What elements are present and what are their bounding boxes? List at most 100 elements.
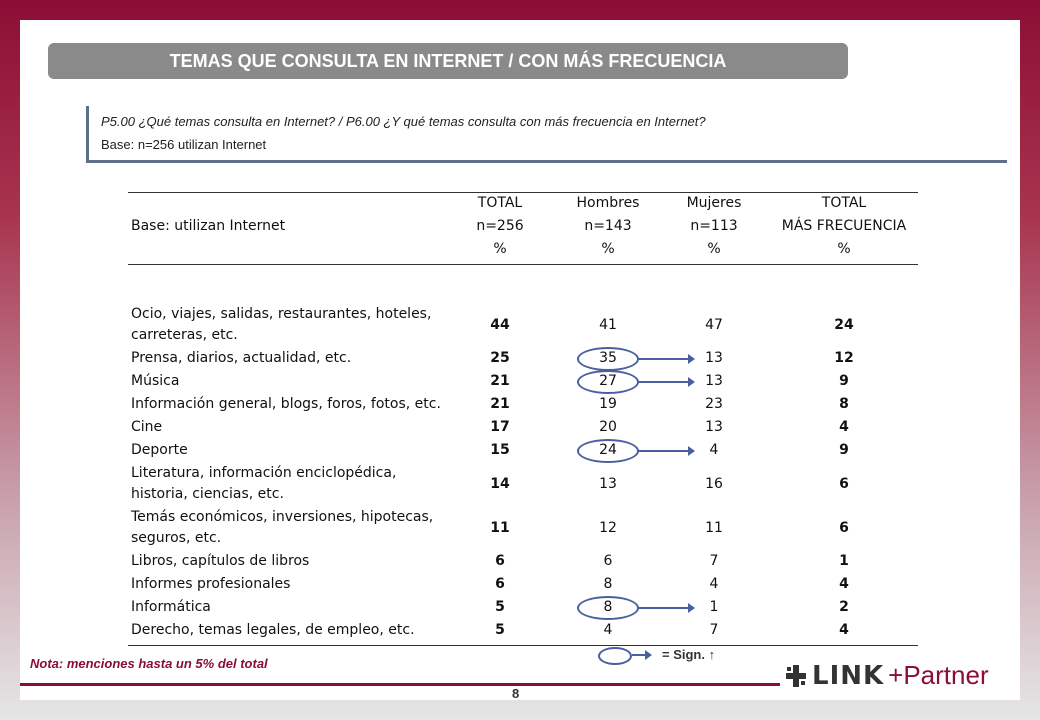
row-label-line: carreteras, etc. xyxy=(131,327,238,343)
column-header: TOTAL n=256% xyxy=(450,192,550,261)
row-label-line: Información general, blogs, foros, fotos… xyxy=(131,396,441,412)
row-label-line: Informes profesionales xyxy=(131,576,291,592)
table-cell-hombres: 20 xyxy=(599,419,617,435)
table-cell-frecuencia: 6 xyxy=(839,475,849,492)
table-cell-total: 44 xyxy=(490,316,510,333)
legend-arrow-icon xyxy=(632,650,652,660)
row-label: Prensa, diarios, actualidad, etc. xyxy=(131,348,351,369)
question-box: P5.00 ¿Qué temas consulta en Internet? /… xyxy=(86,106,1007,163)
column-header-line: Hombres xyxy=(576,195,640,211)
table-cell-mujeres: 13 xyxy=(705,419,723,435)
table-cell-total: 15 xyxy=(490,442,510,458)
row-label-line: Derecho, temas legales, de empleo, etc. xyxy=(131,622,415,638)
legend-oval-icon xyxy=(598,647,632,665)
table-cell-frecuencia: 4 xyxy=(839,622,849,638)
table-cell-total: 17 xyxy=(490,419,510,435)
base-text: Base: n=256 utilizan Internet xyxy=(101,137,267,152)
row-label: Información general, blogs, foros, fotos… xyxy=(131,394,441,415)
row-label-line: Música xyxy=(131,373,180,389)
significance-oval-icon xyxy=(577,596,639,620)
table-cell-total: 5 xyxy=(495,599,505,615)
row-label-line: historia, ciencias, etc. xyxy=(131,486,284,502)
table-cell-frecuencia: 9 xyxy=(839,373,849,389)
column-header-line: % xyxy=(837,241,851,257)
table-cell-hombres: 41 xyxy=(599,316,617,333)
table-cell-hombres: 4 xyxy=(603,622,613,638)
row-label: Literatura, información enciclopédica, hi… xyxy=(131,463,396,505)
row-label-line: Deporte xyxy=(131,442,188,458)
column-header-line: Mujeres xyxy=(686,195,742,211)
column-header-line: n=256 xyxy=(476,218,524,234)
table-cell-frecuencia: 6 xyxy=(839,519,849,536)
table-cell-frecuencia: 1 xyxy=(839,553,849,569)
table-cell-mujeres: 47 xyxy=(705,316,723,333)
table-cell-hombres: 13 xyxy=(599,475,617,492)
significance-oval-icon xyxy=(577,439,639,463)
slide: TEMAS QUE CONSULTA EN INTERNET / CON MÁS… xyxy=(20,20,1020,701)
row-label: Deporte xyxy=(131,440,188,461)
significance-arrow-icon xyxy=(637,354,695,364)
table-cell-mujeres: 13 xyxy=(705,350,723,366)
logo-link-text: LINK xyxy=(812,660,885,691)
table-cell-total: 11 xyxy=(490,519,510,536)
significance-arrow-icon xyxy=(637,446,695,456)
table-top-rule xyxy=(128,192,918,193)
significance-arrow-icon xyxy=(637,603,695,613)
table-cell-frecuencia: 4 xyxy=(839,419,849,435)
page-number: 8 xyxy=(512,686,520,701)
table-cell-frecuencia: 2 xyxy=(839,599,849,615)
row-label: Música xyxy=(131,371,179,392)
company-logo: LINK +Partner xyxy=(786,660,989,691)
table-cell-hombres: 6 xyxy=(603,553,613,569)
column-header-line: % xyxy=(493,241,507,257)
table-cell-frecuencia: 4 xyxy=(839,576,849,592)
table-cell-mujeres: 13 xyxy=(705,373,723,389)
table-cell-mujeres: 23 xyxy=(705,396,723,412)
column-header-line: MÁS FRECUENCIA xyxy=(781,218,907,234)
base-label: Base: utilizan Internet xyxy=(131,218,286,234)
row-label-line: Informática xyxy=(131,599,211,615)
table-cell-total: 14 xyxy=(490,475,510,492)
slide-title: TEMAS QUE CONSULTA EN INTERNET / CON MÁS… xyxy=(48,43,848,79)
table-header-rule xyxy=(128,264,918,265)
row-label-line: Literatura, información enciclopédica, xyxy=(131,465,397,481)
significance-oval-icon xyxy=(577,347,639,371)
row-label-line: Cine xyxy=(131,419,163,435)
table-cell-mujeres: 7 xyxy=(709,622,719,638)
table-cell-mujeres: 11 xyxy=(705,519,723,536)
column-header-line: n=113 xyxy=(690,218,738,234)
table-cell-hombres: 12 xyxy=(599,519,617,536)
row-label-line: seguros, etc. xyxy=(131,530,222,546)
row-label-line: Prensa, diarios, actualidad, etc. xyxy=(131,350,352,366)
row-label: Ocio, viajes, salidas, restaurantes, hot… xyxy=(131,304,431,346)
table-cell-frecuencia: 24 xyxy=(834,316,854,333)
question-text: P5.00 ¿Qué temas consulta en Internet? /… xyxy=(101,114,706,129)
logo-partner-text: +Partner xyxy=(888,660,989,690)
table-cell-mujeres: 4 xyxy=(709,576,719,592)
table-cell-mujeres: 7 xyxy=(709,553,719,569)
column-header-line: TOTAL xyxy=(477,195,523,211)
column-header-line: % xyxy=(601,241,615,257)
column-header: Hombres n=143% xyxy=(558,192,658,261)
table-cell-hombres: 19 xyxy=(599,396,617,412)
footer-rule xyxy=(20,683,780,686)
row-label-line: Libros, capítulos de libros xyxy=(131,553,310,569)
row-label: Informática xyxy=(131,597,211,618)
table-cell-total: 6 xyxy=(495,576,505,592)
table-cell-mujeres: 16 xyxy=(705,475,723,492)
column-header-line: TOTAL xyxy=(821,195,867,211)
legend-text: = Sign. ↑ xyxy=(662,647,716,662)
table-cell-frecuencia: 12 xyxy=(834,350,854,366)
table-cell-total: 21 xyxy=(490,396,510,412)
row-label: Derecho, temas legales, de empleo, etc. xyxy=(131,620,415,641)
row-label-line: Temás económicos, inversiones, hipotecas… xyxy=(131,509,434,525)
table-cell-frecuencia: 9 xyxy=(839,442,849,458)
column-header-line: % xyxy=(707,241,721,257)
row-label: Temás económicos, inversiones, hipotecas… xyxy=(131,507,433,549)
row-label-line: Ocio, viajes, salidas, restaurantes, hot… xyxy=(131,306,432,322)
significance-arrow-icon xyxy=(637,377,695,387)
column-header: TOTAL MÁS FRECUENCIA% xyxy=(764,192,924,261)
row-label: Cine xyxy=(131,417,162,438)
row-label: Informes profesionales xyxy=(131,574,290,595)
column-header-line: n=143 xyxy=(584,218,632,234)
